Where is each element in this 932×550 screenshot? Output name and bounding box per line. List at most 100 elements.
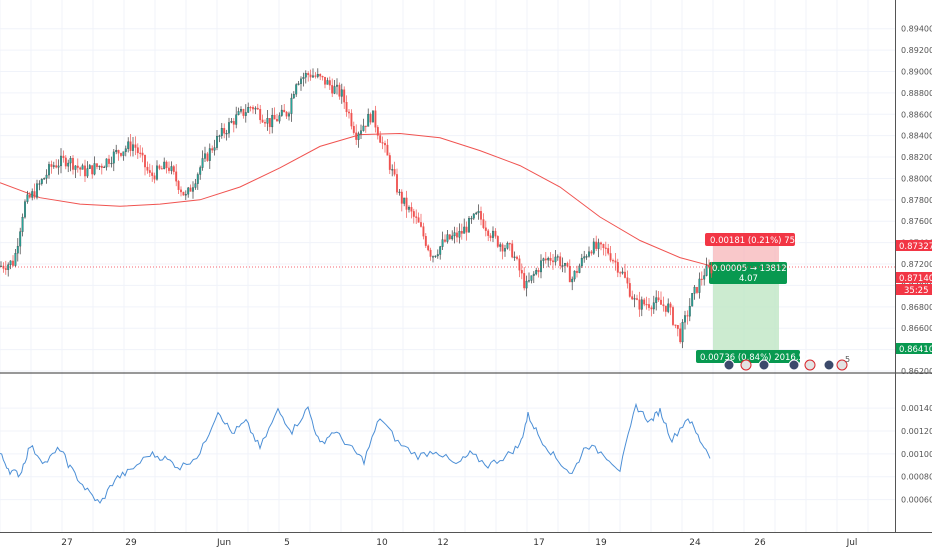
candle-body — [72, 158, 74, 170]
candle-body — [357, 133, 360, 140]
candle-body — [237, 111, 240, 115]
candle-body — [165, 161, 168, 169]
price-tick-label: 0.88400 — [901, 132, 932, 141]
candle-body — [172, 166, 175, 172]
candle-body — [168, 167, 170, 171]
event-flag-ca-icon-2[interactable] — [804, 359, 816, 371]
candle-body — [544, 258, 547, 261]
candle-body — [696, 286, 698, 293]
event-flag-us-icon-3[interactable] — [788, 359, 800, 371]
candle-body — [480, 211, 482, 220]
long-position-tool[interactable]: 0.00181 (0.21%) 750 0.00005 → 138121 4.0… — [696, 233, 809, 363]
candle-body — [638, 299, 641, 310]
candle-body — [396, 174, 398, 193]
candle-body — [700, 278, 703, 280]
indicator-axis[interactable]: 0.00140 0.00120 0.00100 0.00080 0.00060 — [901, 404, 932, 504]
candle-body — [216, 135, 218, 148]
candle-body — [98, 165, 101, 168]
candle-body — [367, 113, 370, 127]
event-flag-ca-icon-3[interactable] — [836, 359, 848, 371]
candle-body — [81, 165, 84, 170]
candle-body — [259, 109, 262, 121]
candle-body — [542, 258, 545, 261]
candle-body — [36, 183, 38, 198]
candle-body — [223, 128, 226, 134]
price-tick-label: 0.89200 — [901, 46, 932, 55]
candle-body — [266, 118, 269, 124]
candle-body — [336, 84, 338, 87]
candle-body — [12, 260, 14, 266]
time-tick-label: 24 — [689, 538, 701, 548]
candle-body — [103, 166, 106, 168]
economic-events-row[interactable]: 5 — [723, 355, 850, 371]
candle-body — [345, 102, 348, 113]
candle-body — [554, 256, 557, 263]
candle-body — [189, 187, 192, 192]
candle-body — [552, 260, 554, 263]
candle-body — [304, 73, 307, 78]
event-flag-us-icon[interactable] — [723, 359, 735, 371]
candle-body — [566, 263, 569, 267]
candle-body — [88, 165, 91, 169]
candle-body — [614, 260, 617, 263]
candle-body — [705, 265, 708, 276]
candle-body — [211, 148, 214, 151]
candle-body — [350, 112, 353, 127]
candle-body — [410, 207, 413, 212]
candle-body — [439, 246, 442, 255]
candle-body — [465, 226, 468, 233]
candle-body — [408, 207, 410, 210]
candle-body — [417, 217, 420, 223]
candle-body — [33, 191, 36, 198]
price-tick-label: 0.86200 — [901, 367, 932, 376]
event-flag-us-icon-4[interactable] — [823, 359, 835, 371]
candle-body — [556, 256, 559, 258]
candle-body — [525, 280, 528, 289]
candle-body — [309, 74, 312, 78]
candle-body — [43, 178, 46, 180]
candle-body — [55, 165, 58, 168]
candle-body — [688, 306, 691, 317]
candle-body — [667, 303, 670, 312]
price-tag-current: 0.87140 — [896, 272, 932, 284]
candle-body — [180, 189, 182, 193]
candle-body — [292, 93, 295, 99]
candle-body — [38, 183, 41, 185]
candle-body — [482, 219, 485, 228]
price-axis[interactable]: 0.89400 0.89200 0.89000 0.88800 0.88600 0.884… — [901, 25, 932, 376]
candle-body — [4, 268, 7, 270]
candle-body — [444, 239, 446, 242]
candle-body — [628, 283, 631, 297]
candle-body — [600, 242, 602, 245]
candle-body — [364, 125, 367, 127]
candle-body — [676, 325, 679, 329]
indicator-tick-label: 0.00080 — [901, 473, 932, 482]
candle-body — [271, 115, 274, 128]
candle-body — [280, 109, 283, 116]
candle-body — [590, 251, 593, 254]
candle-body — [355, 132, 358, 140]
candle-body — [283, 109, 286, 113]
candle-body — [624, 271, 626, 278]
candle-body — [302, 77, 305, 80]
candle-body — [206, 153, 209, 161]
time-axis[interactable]: 27 29 Jun 5 10 12 17 19 24 26 Jul — [61, 538, 857, 548]
event-flag-us-icon-2[interactable] — [758, 359, 770, 371]
candle-body — [583, 256, 586, 259]
candle-body — [660, 299, 662, 305]
candle-body — [235, 114, 238, 125]
candle-body — [134, 144, 137, 148]
candle-body — [50, 164, 53, 167]
candle-body — [120, 153, 122, 156]
candle-body — [504, 248, 506, 252]
candle-body — [321, 76, 324, 78]
candle-body — [489, 235, 492, 238]
event-flag-ca-icon[interactable] — [740, 359, 752, 371]
candle-body — [576, 270, 578, 273]
candle-body — [156, 165, 158, 180]
price-tag-target: 0.87327 — [896, 240, 932, 252]
candle-body — [261, 119, 264, 123]
candle-body — [388, 155, 391, 170]
candle-body — [508, 243, 511, 245]
